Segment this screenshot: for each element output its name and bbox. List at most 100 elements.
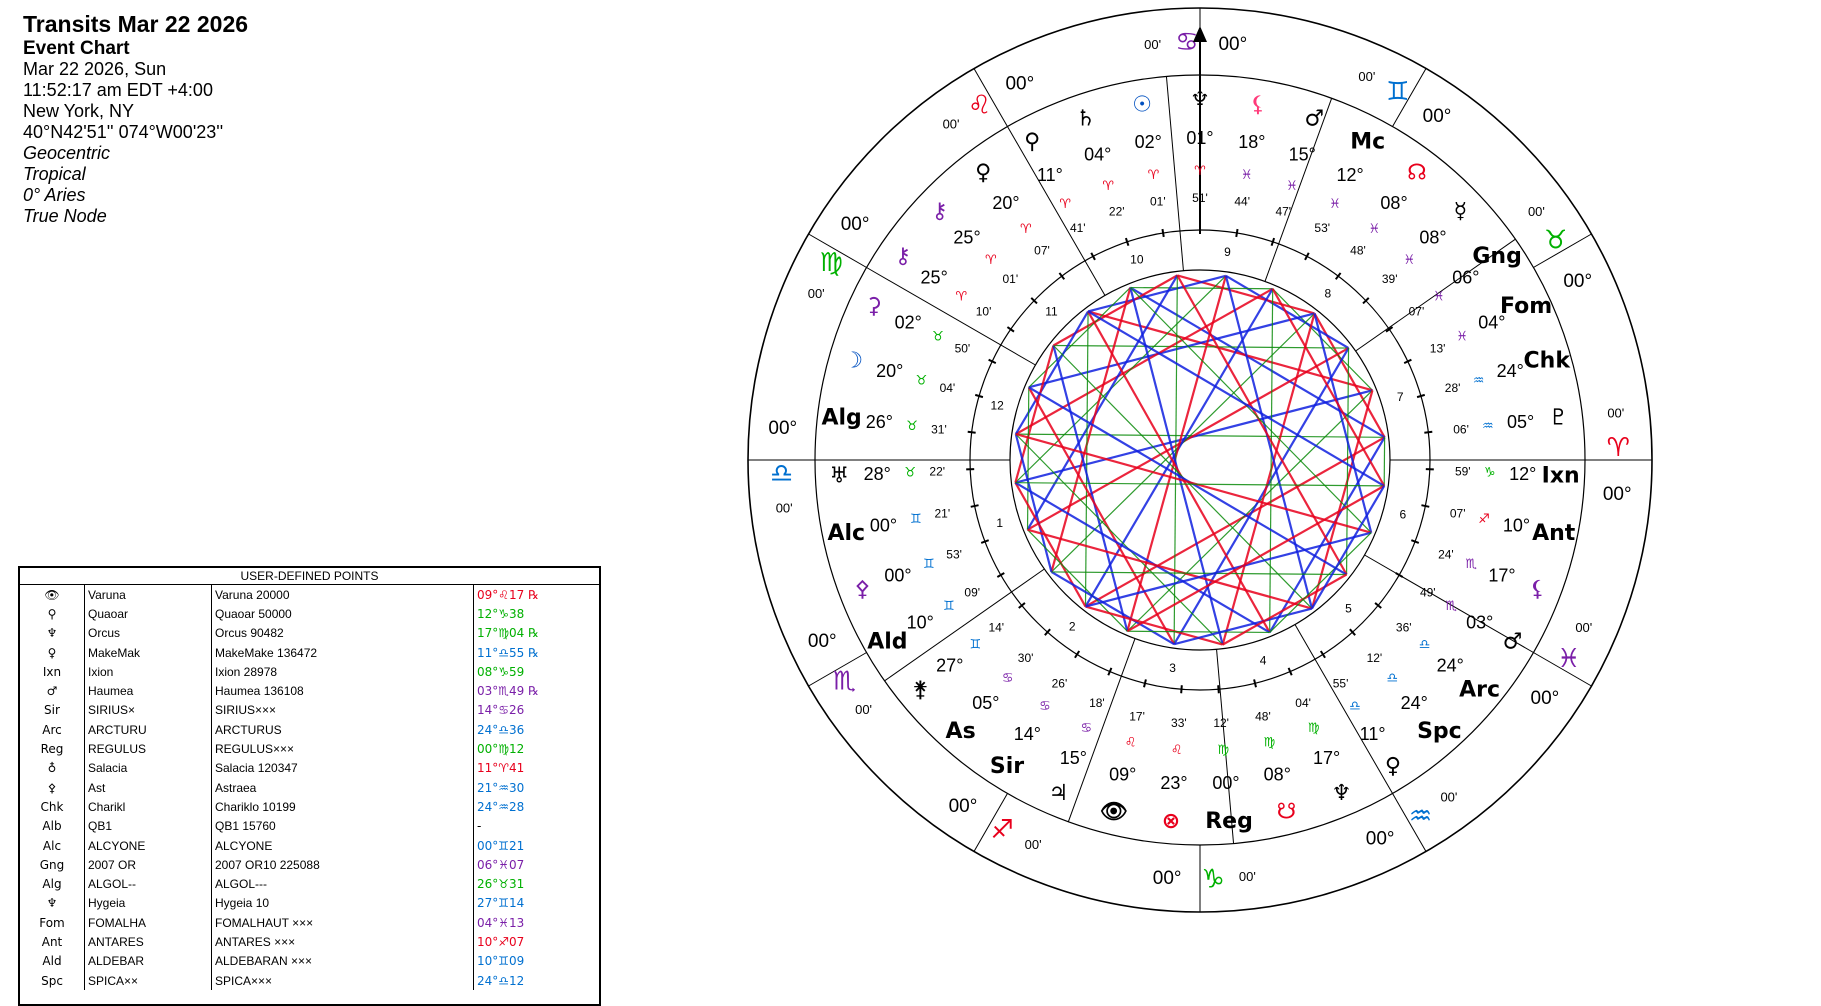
udp-abbr: FOMALHA xyxy=(85,913,212,932)
planet-sign-glyph: ♍ xyxy=(1308,721,1320,736)
planet-degree: 00° xyxy=(870,516,897,536)
planet-gonggong-icon: Gng xyxy=(1472,244,1521,269)
event-time: 11:52:17 am EDT +4:00 xyxy=(23,80,248,101)
chart-subtitle: Event Chart xyxy=(23,38,248,59)
planet-degree: 20° xyxy=(876,361,903,381)
planet-tick xyxy=(1218,685,1219,693)
planet-sign-glyph: ♐ xyxy=(1478,512,1490,527)
ixion-icon: Ixn xyxy=(20,662,85,681)
planet-degree: 08° xyxy=(1264,765,1291,785)
udp-abbr: Ixion xyxy=(85,662,212,681)
arcturus-icon: Arc xyxy=(20,720,85,739)
planet-sign-glyph: ♊ xyxy=(910,512,922,527)
udp-position: 03°♏49 ℞ xyxy=(474,681,600,700)
udp-abbr: MakeMak xyxy=(85,643,212,662)
planet-tick xyxy=(1421,505,1429,507)
planet-tick xyxy=(975,395,983,397)
udp-abbr: Quaoar xyxy=(85,604,212,623)
planet-degree: 12° xyxy=(1509,464,1536,484)
house-number: 2 xyxy=(1069,620,1076,634)
planet-minute: 26' xyxy=(1052,676,1068,690)
planet-sirius-icon: Sir xyxy=(990,754,1024,779)
udp-name: ALDEBARAN ××× xyxy=(212,952,474,971)
planet-tick xyxy=(1236,229,1237,237)
sign-minute-label: 00' xyxy=(943,117,960,132)
planet-minute: 24' xyxy=(1438,547,1454,561)
planet-sign-glyph: ♈ xyxy=(1148,168,1160,183)
sign-degree-label: 00° xyxy=(1005,73,1034,94)
planet-fomalhaut-icon: Fom xyxy=(1500,294,1552,319)
planet-sign-glyph: ♓ xyxy=(1368,222,1380,237)
aldebaran-icon: Ald xyxy=(20,952,85,971)
aspect-line xyxy=(1270,437,1385,632)
planet-sign-glyph: ♋ xyxy=(1081,721,1093,736)
planet-tick xyxy=(1424,432,1432,433)
planet-degree: 27° xyxy=(936,655,963,675)
planet-tick xyxy=(1417,395,1425,397)
orcus-icon: ♆ xyxy=(20,624,85,643)
udp-name: REGULUS××× xyxy=(212,739,474,758)
planet-pallas-icon: ⚴ xyxy=(854,577,870,602)
sign-degree-label: 00° xyxy=(1153,868,1182,889)
planet-minute: 13' xyxy=(1430,341,1446,355)
udp-name: Ixion 28978 xyxy=(212,662,474,681)
udp-position: 12°♑38 xyxy=(474,604,600,623)
planet-degree: 08° xyxy=(1380,193,1407,213)
sign-minute-label: 00' xyxy=(1528,204,1545,219)
planet-sign-glyph: ♏ xyxy=(1465,557,1477,572)
planet-minute: 06' xyxy=(1453,422,1469,436)
house-number: 8 xyxy=(1324,286,1331,300)
planet-sign-glyph: ♑ xyxy=(1484,466,1496,481)
setting-aries: 0° Aries xyxy=(23,185,248,206)
planet-degree: 10° xyxy=(907,613,934,633)
sign-minute-label: 00' xyxy=(855,702,872,717)
aspect-line xyxy=(1130,288,1272,289)
udp-name: 2007 OR10 225088 xyxy=(212,855,474,874)
planet-degree: 01° xyxy=(1186,128,1213,148)
zodiac-sign-glyph: ♒ xyxy=(1409,802,1432,832)
planet-degree: 05° xyxy=(1507,412,1534,432)
planet-sign-glyph: ♓ xyxy=(1286,179,1298,194)
planet-degree: 15° xyxy=(1060,748,1087,768)
antares-icon: Ant xyxy=(20,932,85,951)
planet-sign-glyph: ♉ xyxy=(904,466,916,481)
zodiac-sign-glyph: ♑ xyxy=(1201,864,1224,894)
planet-tick xyxy=(1321,651,1325,658)
udp-abbr: REGULUS xyxy=(85,739,212,758)
planet-minute: 01' xyxy=(1150,194,1166,208)
wheel-ring xyxy=(1010,270,1390,650)
planet-sign-glyph: ♋ xyxy=(1039,699,1051,714)
planet-tick xyxy=(968,432,976,433)
planet-degree: 05° xyxy=(972,693,999,713)
planet-sign-glyph: ♍ xyxy=(1218,743,1230,758)
aspect-line xyxy=(1127,631,1269,632)
udp-abbr: SPICA×× xyxy=(85,971,212,990)
planet-sign-glyph: ♓ xyxy=(1403,253,1415,268)
sign-degree-label: 00° xyxy=(949,796,978,817)
planet-degree: 18° xyxy=(1238,132,1265,152)
planet-degree: 24° xyxy=(1401,693,1428,713)
planet-tick xyxy=(1336,273,1341,279)
planet-degree: 11° xyxy=(1037,165,1063,185)
planet-degree: 10° xyxy=(1503,516,1530,536)
house-number: 6 xyxy=(1400,507,1407,521)
aspect-line xyxy=(1174,348,1348,644)
udp-name: ALGOL--- xyxy=(212,874,474,893)
sign-minute-label: 00' xyxy=(1144,37,1161,52)
udp-abbr: QB1 xyxy=(85,817,212,836)
udp-position: 00°♊21 xyxy=(474,836,600,855)
udp-position: 17°♍04 ℞ xyxy=(474,624,600,643)
zodiac-sign-glyph: ♍ xyxy=(820,248,843,278)
udp-position: 14°♋26 xyxy=(474,701,600,720)
aspect-line xyxy=(1053,345,1127,631)
planet-minute: 22' xyxy=(1109,205,1125,219)
planet-sign-glyph: ♒ xyxy=(1473,373,1485,388)
planet-mars-icon: ♂ xyxy=(1304,107,1324,132)
aspect-line xyxy=(1223,575,1347,645)
planet-minute: 10' xyxy=(976,305,992,319)
